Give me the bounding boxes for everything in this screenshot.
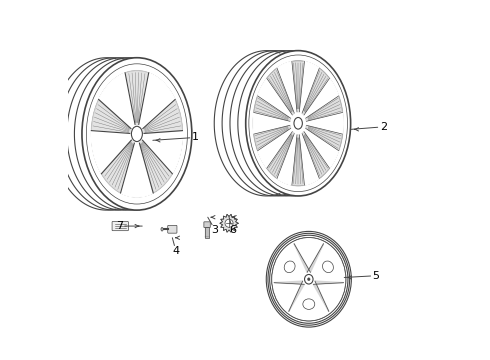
Polygon shape	[254, 96, 291, 121]
Ellipse shape	[303, 299, 315, 309]
Ellipse shape	[225, 219, 233, 227]
Polygon shape	[304, 78, 339, 118]
Ellipse shape	[294, 117, 302, 129]
Polygon shape	[292, 135, 304, 186]
Polygon shape	[302, 68, 329, 115]
Polygon shape	[143, 131, 182, 174]
FancyBboxPatch shape	[168, 225, 177, 233]
Ellipse shape	[272, 238, 346, 321]
Polygon shape	[267, 132, 294, 179]
Polygon shape	[253, 112, 290, 134]
Polygon shape	[91, 99, 131, 134]
Polygon shape	[258, 129, 293, 168]
Polygon shape	[254, 125, 291, 151]
Polygon shape	[306, 112, 343, 134]
Polygon shape	[277, 62, 297, 113]
Polygon shape	[306, 96, 343, 121]
Ellipse shape	[161, 228, 163, 231]
Polygon shape	[274, 281, 304, 311]
Ellipse shape	[305, 274, 313, 284]
Polygon shape	[258, 78, 293, 118]
Polygon shape	[294, 244, 323, 272]
Bar	[205, 227, 209, 238]
Text: 5: 5	[372, 271, 380, 281]
Polygon shape	[140, 140, 172, 193]
Text: 4: 4	[172, 246, 179, 256]
Ellipse shape	[284, 261, 295, 273]
Ellipse shape	[245, 51, 351, 196]
Polygon shape	[277, 134, 297, 185]
Polygon shape	[299, 134, 319, 185]
Polygon shape	[125, 71, 148, 124]
Polygon shape	[267, 68, 294, 115]
FancyBboxPatch shape	[204, 222, 210, 228]
Ellipse shape	[322, 261, 333, 273]
Polygon shape	[139, 73, 175, 129]
Polygon shape	[304, 129, 339, 168]
Polygon shape	[299, 62, 319, 113]
Polygon shape	[98, 73, 135, 129]
Text: 6: 6	[229, 225, 236, 235]
Text: 7: 7	[116, 221, 122, 231]
Text: 1: 1	[192, 132, 199, 143]
Polygon shape	[302, 132, 329, 179]
Polygon shape	[220, 214, 238, 232]
Polygon shape	[306, 125, 343, 151]
FancyBboxPatch shape	[112, 221, 128, 231]
Ellipse shape	[308, 278, 310, 281]
Polygon shape	[121, 143, 153, 197]
Text: 3: 3	[211, 225, 219, 235]
Polygon shape	[101, 140, 134, 193]
Ellipse shape	[82, 58, 192, 210]
Polygon shape	[292, 61, 304, 112]
Polygon shape	[313, 281, 343, 311]
Ellipse shape	[131, 126, 143, 141]
Polygon shape	[143, 99, 182, 134]
Polygon shape	[91, 131, 131, 174]
Text: 2: 2	[380, 122, 387, 132]
